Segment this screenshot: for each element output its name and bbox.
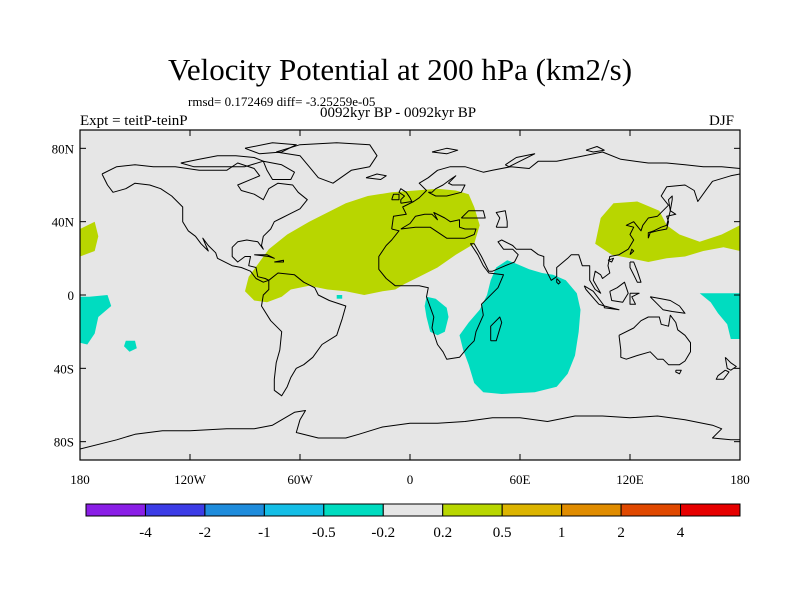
colorbar-label: -0.2 — [371, 525, 395, 541]
colorbar-swatch — [501, 503, 563, 517]
sulawesi-coastline — [629, 292, 640, 305]
positive-region-east-asia-pacific — [595, 201, 740, 262]
rmsd-diff-stats: rmsd= 0.172469 diff= -3.25259e-05 — [188, 94, 376, 109]
lat-tick-label: 0 — [68, 288, 75, 303]
lat-tick-label: 40N — [52, 215, 75, 230]
colorbar-label: 1 — [558, 525, 566, 541]
java-coastline — [603, 305, 620, 311]
svalbard-coastline — [431, 147, 459, 155]
lat-tick-label: 40S — [54, 361, 74, 376]
map-background — [80, 130, 740, 460]
japan-coastline — [647, 210, 677, 239]
madagascar-coastline — [490, 316, 503, 342]
negative-region-east-pacific — [80, 295, 112, 345]
lon-tick-label: 180 — [730, 472, 750, 487]
lon-tick-label: 60W — [287, 472, 313, 487]
colorbar-label: 0.2 — [433, 525, 452, 541]
lat-tick-label: 80N — [52, 141, 75, 156]
lon-tick-label: 120E — [616, 472, 644, 487]
lon-tick-label: 120W — [174, 472, 207, 487]
borneo-coastline — [609, 281, 629, 303]
lon-tick-label: 180 — [70, 472, 90, 487]
colorbar-label: -1 — [258, 525, 271, 541]
north-america-coastline — [101, 162, 308, 283]
lon-tick-label: 60E — [510, 472, 531, 487]
south-america-coastline — [261, 272, 347, 397]
colorbar-swatch — [382, 503, 444, 517]
sumatra-coastline — [583, 285, 605, 307]
season-label: DJF — [709, 113, 735, 129]
antarctica-coastline — [80, 410, 740, 450]
negative-region-indian-ocean — [459, 260, 581, 394]
caspian-coastline — [495, 210, 508, 228]
colorbar-swatch — [680, 503, 741, 517]
negative-region-south-atlantic — [424, 296, 449, 336]
negative-region-south-pacific-spot — [124, 340, 137, 352]
novaya-zemlya-coastline — [505, 153, 536, 168]
canadian-arctic-coastline — [180, 155, 264, 168]
lon-tick-label: 0 — [407, 472, 414, 487]
hainan-coastline — [607, 257, 614, 263]
lat-tick-label: 80S — [54, 435, 74, 450]
philippines-coastline — [629, 261, 642, 283]
hispaniola-coastline — [274, 259, 284, 263]
contour-regions — [80, 188, 740, 394]
period-label: 0092kyr BP - 0092kyr BP — [320, 105, 477, 121]
greenland-coastline — [276, 142, 378, 184]
positive-region-central-pacific — [80, 221, 99, 257]
colorbar-label: 4 — [677, 525, 685, 541]
ireland-coastline — [391, 193, 400, 201]
colorbar-label: 2 — [617, 525, 625, 541]
taiwan-coastline — [629, 248, 635, 256]
map-axes: 80N 40N 0 40S 80S 180 120W 60W 0 60E 120E 180 — [52, 130, 750, 487]
colorbar-label: -2 — [199, 525, 212, 541]
severnaya-coastline — [585, 146, 605, 153]
new-zealand-coastline — [724, 356, 737, 371]
australia-coastline — [618, 314, 691, 366]
colorbar-swatch — [85, 503, 146, 517]
coastlines — [80, 142, 740, 450]
colorbar-label: -0.5 — [312, 525, 336, 541]
colorbar-swatch — [561, 503, 622, 517]
eurasia-africa-coastline — [378, 151, 740, 360]
cuba-coastline — [254, 254, 275, 259]
map-title: Velocity Potential at 200 hPa (km2/s) — [167, 52, 633, 87]
colorbar-swatch — [442, 503, 503, 517]
sakhalin-coastline — [668, 195, 673, 211]
colorbar-swatch — [204, 503, 265, 517]
scandinavia-baltic-coastline — [428, 175, 466, 197]
colorbar-swatch — [323, 503, 384, 517]
tasmania-coastline — [675, 369, 682, 375]
colorbar-label: -4 — [139, 525, 152, 541]
new-guinea-coastline — [649, 296, 686, 314]
new-zealand-south-coastline — [715, 369, 730, 380]
ellesmere-coastline — [244, 142, 297, 155]
colorbar-swatch — [620, 503, 682, 517]
colorbar-label: 0.5 — [493, 525, 512, 541]
mediterranean-coastline — [400, 212, 477, 239]
black-caspian-coastline — [460, 210, 486, 219]
iceland-coastline — [365, 173, 387, 180]
positive-region-atlantic-africa — [245, 188, 480, 303]
negative-region-west-pacific — [699, 293, 740, 339]
british-isles-coastline — [398, 188, 413, 204]
colorbar-swatch — [263, 503, 325, 517]
baffin-island-coastline — [262, 160, 295, 180]
colorbar: -4 -2 -1 -0.5 -0.2 0.2 0.5 1 2 4 — [85, 503, 741, 541]
colorbar-swatch — [144, 503, 206, 517]
negative-region-mid-atlantic-spot — [336, 295, 343, 299]
sri-lanka-coastline — [556, 278, 561, 285]
experiment-label: Expt = teitP-teinP — [80, 113, 188, 129]
